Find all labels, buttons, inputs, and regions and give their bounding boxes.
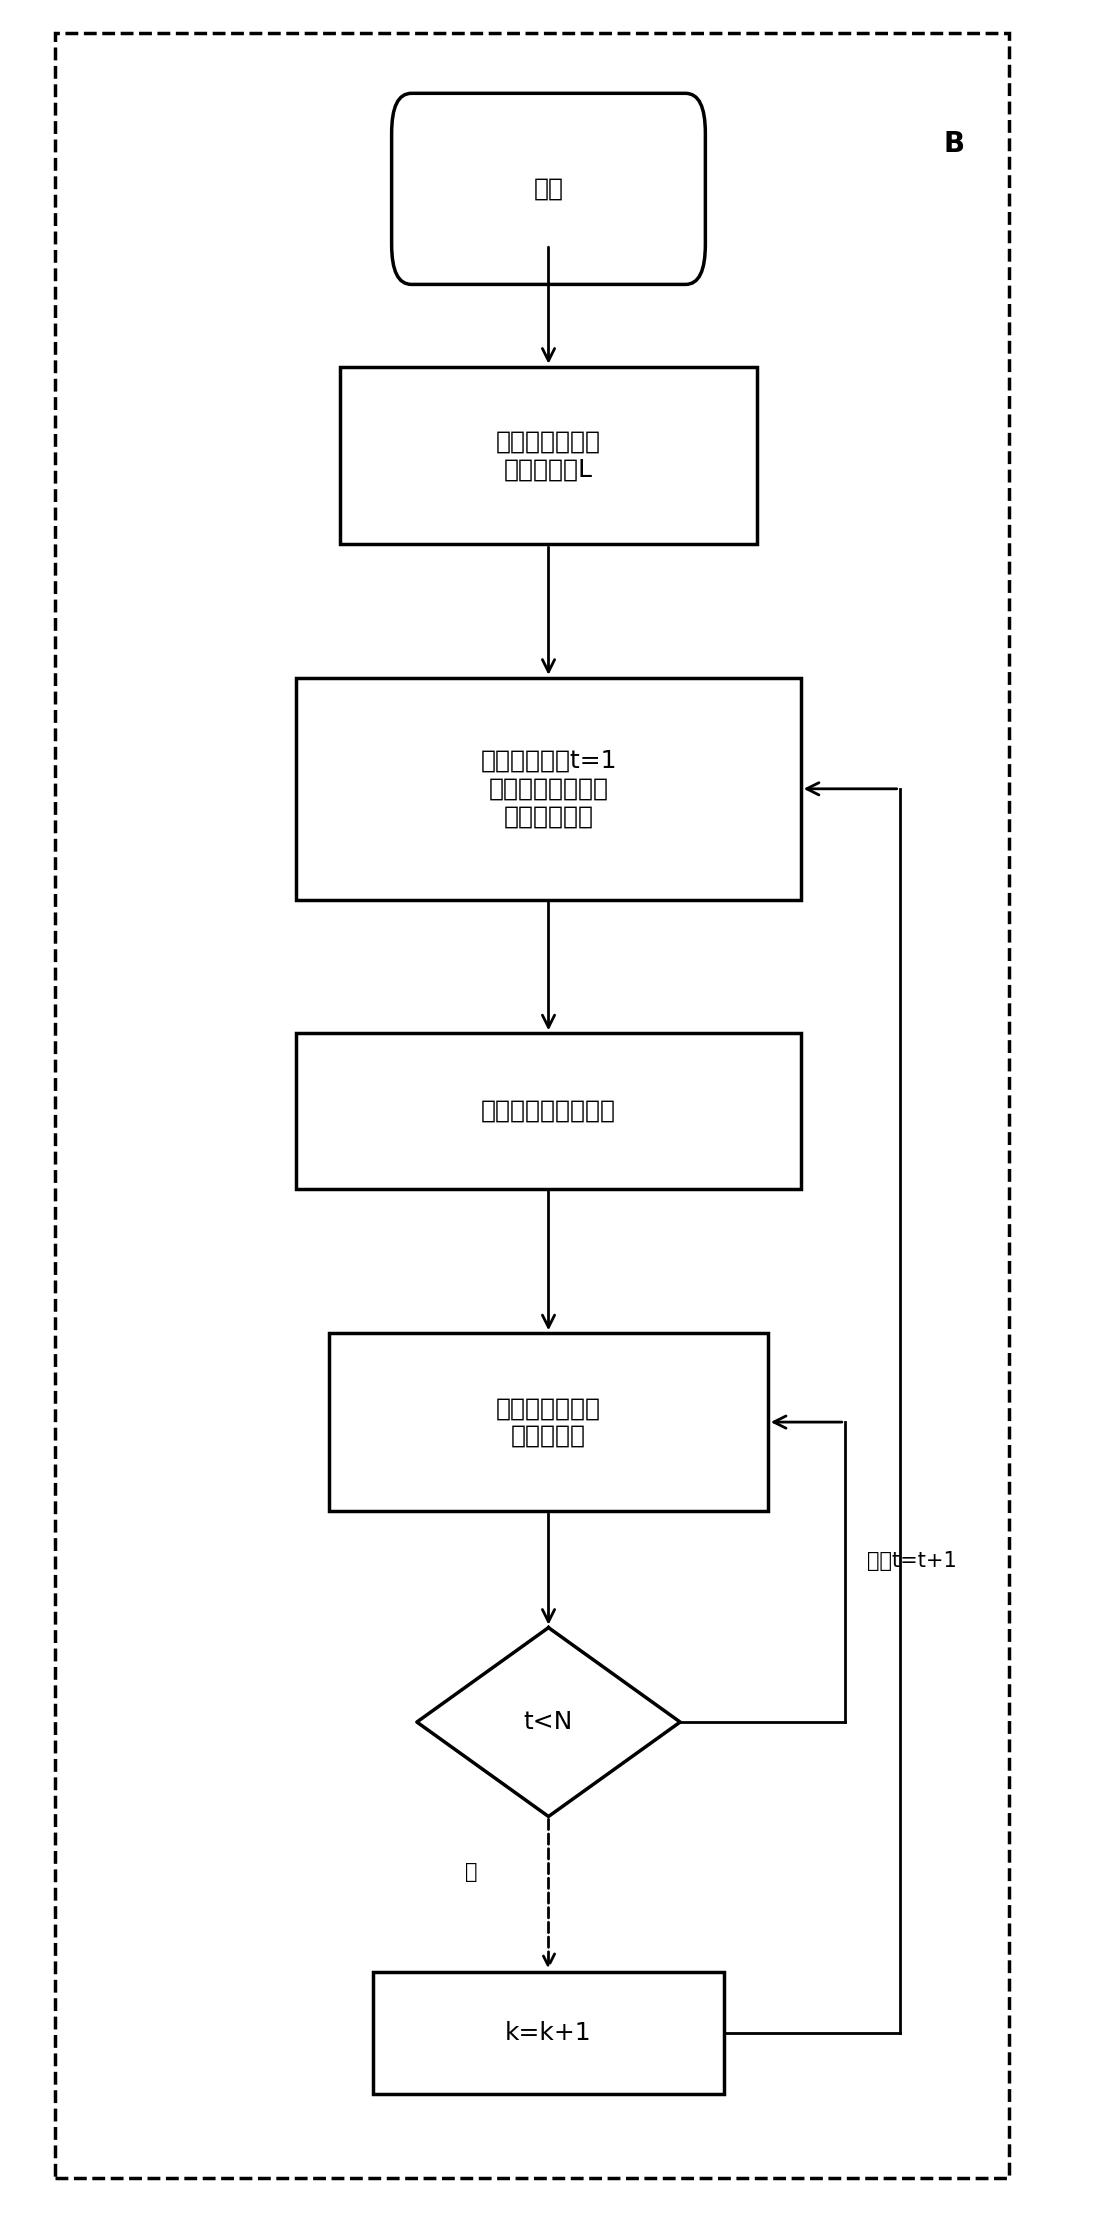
Bar [329, 1333, 768, 1511]
FancyBboxPatch shape [392, 93, 705, 284]
Text: k=k+1: k=k+1 [506, 2022, 591, 2044]
Text: 批次中实时计算
控制修正量: 批次中实时计算 控制修正量 [496, 1395, 601, 1449]
Text: 是，t=t+1: 是，t=t+1 [867, 1551, 957, 1571]
Bar [373, 1973, 724, 2093]
Text: B: B [943, 131, 965, 158]
Text: 否: 否 [465, 1862, 478, 1882]
Bar [55, 33, 1009, 2178]
Text: 计算批次间控制信号: 计算批次间控制信号 [480, 1100, 617, 1122]
Bar [340, 367, 757, 544]
Text: 新批次开始，t=1
选择轨迹更新参数
计算更新轨迹: 新批次开始，t=1 选择轨迹更新参数 计算更新轨迹 [480, 749, 617, 829]
Bar [296, 1033, 801, 1189]
Bar [296, 678, 801, 900]
Text: 选择合适的迭代
学习控制律L: 选择合适的迭代 学习控制律L [496, 429, 601, 482]
Text: t<N: t<N [523, 1711, 574, 1733]
Text: 开始: 开始 [533, 178, 564, 200]
